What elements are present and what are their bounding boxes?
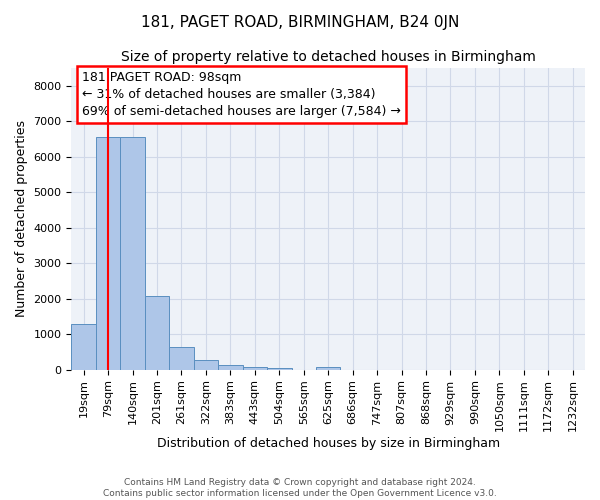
- Bar: [145, 296, 169, 370]
- Y-axis label: Number of detached properties: Number of detached properties: [15, 120, 28, 318]
- Text: Contains HM Land Registry data © Crown copyright and database right 2024.
Contai: Contains HM Land Registry data © Crown c…: [103, 478, 497, 498]
- Bar: [169, 346, 194, 370]
- Text: 181, PAGET ROAD, BIRMINGHAM, B24 0JN: 181, PAGET ROAD, BIRMINGHAM, B24 0JN: [141, 15, 459, 30]
- Title: Size of property relative to detached houses in Birmingham: Size of property relative to detached ho…: [121, 50, 536, 64]
- Bar: [267, 368, 292, 370]
- Bar: [316, 367, 340, 370]
- X-axis label: Distribution of detached houses by size in Birmingham: Distribution of detached houses by size …: [157, 437, 500, 450]
- Bar: [242, 367, 267, 370]
- Text: 181 PAGET ROAD: 98sqm
← 31% of detached houses are smaller (3,384)
69% of semi-d: 181 PAGET ROAD: 98sqm ← 31% of detached …: [82, 71, 401, 118]
- Bar: [121, 137, 145, 370]
- Bar: [71, 324, 96, 370]
- Bar: [194, 360, 218, 370]
- Bar: [96, 137, 121, 370]
- Bar: [218, 365, 242, 370]
